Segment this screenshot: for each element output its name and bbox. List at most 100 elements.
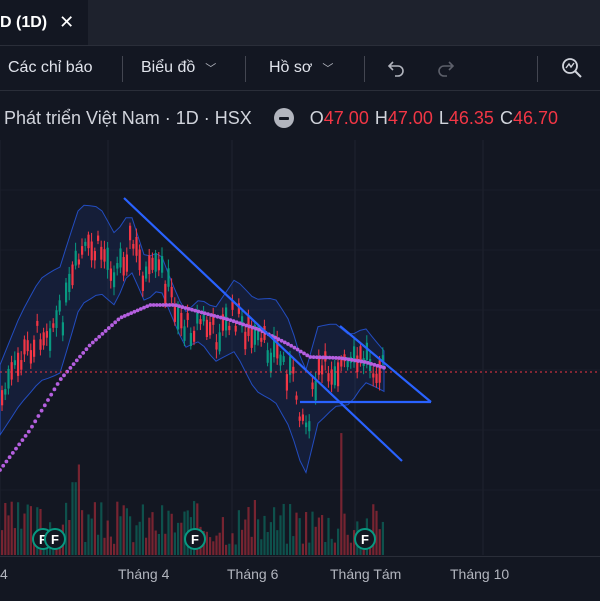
- volume-bar: [276, 530, 279, 555]
- volume-bar: [157, 533, 160, 555]
- ma-point: [218, 315, 223, 320]
- candle-body: [42, 332, 45, 346]
- close-label: C: [499, 107, 513, 128]
- candle-body: [340, 359, 343, 367]
- ma-point: [1, 463, 6, 468]
- candle-body: [285, 374, 288, 391]
- indicators-label: Các chỉ báo: [8, 59, 93, 76]
- volume-bar: [340, 433, 343, 555]
- volume-bar: [93, 502, 96, 555]
- candle-body: [337, 362, 340, 387]
- candle-body: [4, 389, 7, 395]
- ma-point: [356, 359, 361, 363]
- ma-point: [14, 446, 18, 451]
- low-value: 46.35: [448, 107, 494, 128]
- ma-point: [119, 315, 124, 320]
- volume-bar: [209, 537, 212, 555]
- ma-point: [97, 334, 102, 339]
- dividend-marker-label: F: [191, 532, 199, 547]
- volume-bar: [74, 482, 77, 555]
- candle-body: [97, 235, 100, 241]
- candle-body: [173, 303, 176, 322]
- toolbar-divider: [245, 56, 246, 82]
- candle-body: [375, 373, 378, 383]
- ma-point: [366, 361, 370, 365]
- ma-point: [55, 382, 60, 386]
- volume-bar: [234, 544, 237, 555]
- candle-body: [151, 257, 154, 270]
- volume-bar: [298, 518, 301, 555]
- ma-point: [84, 347, 89, 352]
- candle-body: [154, 253, 157, 272]
- ma-point: [375, 363, 380, 368]
- ma-point: [71, 362, 76, 367]
- ma-point: [350, 358, 354, 362]
- candle-body: [129, 225, 132, 241]
- profile-label: Hồ sơ: [269, 59, 313, 76]
- candle-body: [321, 365, 324, 375]
- candle-body: [81, 246, 84, 255]
- candle-body: [237, 303, 240, 314]
- collapse-minus-icon[interactable]: [273, 108, 294, 128]
- volume-bar: [17, 502, 20, 555]
- ma-point: [330, 355, 335, 360]
- candle-body: [170, 286, 173, 298]
- volume-bar: [167, 510, 170, 555]
- toolbar-divider: [364, 56, 365, 82]
- volume-bar: [263, 515, 266, 555]
- candle-body: [193, 330, 196, 342]
- chart-tab[interactable]: D (1D) ✕: [0, 0, 88, 45]
- ma-point: [183, 306, 188, 310]
- volume-bar: [100, 502, 103, 555]
- volume-bar: [151, 512, 154, 555]
- volume-bar: [154, 530, 157, 555]
- ma-point: [382, 365, 386, 370]
- ma-point: [305, 353, 310, 358]
- ma-point: [286, 342, 290, 346]
- volume-bar: [260, 539, 263, 555]
- volume-bar: [129, 516, 132, 555]
- ma-point: [46, 398, 50, 402]
- x-tick: Tháng Tám: [330, 566, 402, 582]
- candle-body: [125, 254, 128, 272]
- ma-point: [308, 355, 313, 359]
- dividend-marker-icon: [354, 528, 376, 550]
- candle-body: [87, 234, 90, 249]
- ma-point: [33, 419, 38, 424]
- close-icon[interactable]: ✕: [59, 12, 75, 32]
- search-icon[interactable]: [557, 46, 587, 90]
- ma-point: [20, 438, 25, 443]
- candle-body: [381, 355, 384, 362]
- toolbar-divider: [122, 56, 123, 82]
- candle-body: [100, 246, 103, 260]
- redo-icon[interactable]: [432, 46, 460, 90]
- volume-bar: [381, 521, 384, 555]
- dividend-marker-label: F: [51, 532, 59, 547]
- indicators-button[interactable]: Các chỉ báo: [8, 46, 93, 90]
- close-value: 46.70: [512, 107, 558, 128]
- candle-body: [196, 312, 199, 324]
- volume-bar: [337, 528, 340, 555]
- candle-body: [180, 312, 183, 329]
- candle-body: [55, 310, 58, 328]
- candle-body: [167, 268, 170, 287]
- candle-body: [138, 249, 141, 271]
- ma-point: [247, 324, 252, 329]
- ma-point: [68, 365, 73, 370]
- volume-bar: [253, 500, 256, 555]
- ma-point: [244, 323, 249, 328]
- volume-bar: [241, 529, 244, 555]
- undo-icon[interactable]: [382, 46, 410, 90]
- volume-bar: [292, 536, 295, 555]
- ma-point: [52, 387, 57, 392]
- chart-type-button[interactable]: Biểu đồ ﹀: [141, 46, 216, 90]
- volume-bar: [353, 530, 356, 555]
- profile-button[interactable]: Hồ sơ ﹀: [269, 46, 333, 90]
- ma-point: [250, 325, 255, 330]
- ma-point: [158, 303, 162, 307]
- candle-body: [317, 357, 320, 375]
- candle-body: [17, 352, 20, 376]
- volume-bar: [122, 505, 125, 555]
- volume-bar: [7, 515, 10, 555]
